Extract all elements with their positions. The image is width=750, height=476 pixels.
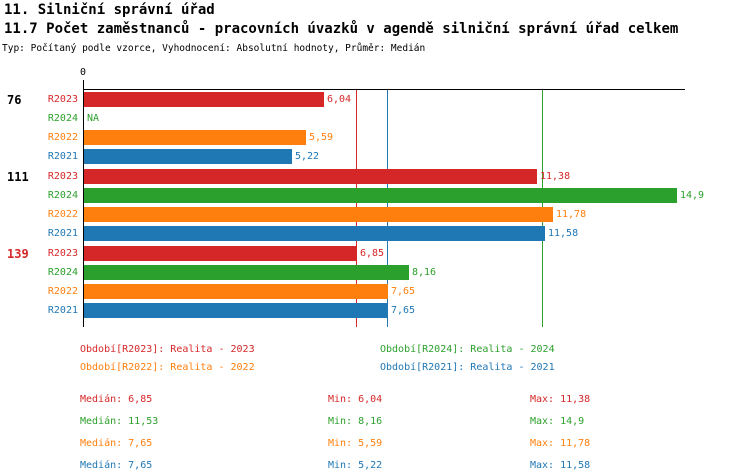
bar	[84, 284, 388, 299]
row-label: R2023	[47, 248, 78, 259]
bar-value-label: 6,04	[327, 94, 352, 105]
row-label: R2021	[47, 228, 78, 239]
group-label: 139	[7, 247, 29, 261]
legend-item-R2023: Období[R2023]: Realita - 2023	[80, 344, 255, 355]
bar-value-label: 5,59	[309, 132, 334, 143]
stat-max: Max: 11,58	[530, 460, 591, 471]
row-label: R2023	[47, 171, 78, 182]
stat-median: Medián: 6,85	[80, 394, 153, 405]
bar-value-label: 11,38	[540, 171, 571, 182]
bar-value-label: NA	[87, 113, 100, 124]
bar	[84, 130, 306, 145]
row-label: R2023	[47, 94, 78, 105]
bar	[84, 246, 357, 261]
stat-median: Medián: 7,65	[80, 460, 153, 471]
bar-value-label: 11,58	[548, 228, 579, 239]
row-label: R2022	[47, 132, 78, 143]
row-label: R2021	[47, 151, 78, 162]
bar-value-label: 8,16	[412, 267, 437, 278]
bar-value-label: 7,65	[391, 286, 416, 297]
plot-top-border	[83, 89, 685, 90]
group-label: 76	[7, 93, 22, 107]
bar	[84, 149, 292, 164]
page-title: 11. Silniční správní úřad	[4, 2, 215, 18]
bar-value-label: 14,9	[680, 190, 705, 201]
stat-min: Min: 5,59	[328, 438, 383, 449]
stat-min: Min: 8,16	[328, 416, 383, 427]
stat-max: Max: 11,38	[530, 394, 591, 405]
bar	[84, 303, 388, 318]
row-label: R2021	[47, 305, 78, 316]
indicator-meta: Typ: Počítaný podle vzorce, Vyhodnocení:…	[2, 43, 426, 54]
bar	[84, 169, 537, 184]
bar	[84, 207, 553, 222]
row-label: R2022	[47, 286, 78, 297]
axis-origin-label: 0	[79, 67, 87, 78]
stat-median: Medián: 11,53	[80, 416, 159, 427]
row-label: R2024	[47, 113, 78, 124]
stat-median: Medián: 7,65	[80, 438, 153, 449]
stat-min: Min: 6,04	[328, 394, 383, 405]
bar	[84, 188, 677, 203]
legend-item-R2022: Období[R2022]: Realita - 2022	[80, 362, 255, 373]
bar-value-label: 7,65	[391, 305, 416, 316]
bar-value-label: 11,78	[556, 209, 587, 220]
legend-item-R2021: Období[R2021]: Realita - 2021	[380, 362, 555, 373]
row-label: R2024	[47, 190, 78, 201]
stat-max: Max: 14,9	[530, 416, 585, 427]
stat-max: Max: 11,78	[530, 438, 591, 449]
indicator-title: 11.7 Počet zaměstnanců - pracovních úvaz…	[4, 21, 679, 37]
stats-table: Medián: 6,85 Min: 6,04 Max: 11,38 Medián: 1…	[80, 394, 590, 476]
stat-min: Min: 5,22	[328, 460, 383, 471]
legend: Období[R2023]: Realita - 2023 Období[R202…	[80, 344, 680, 380]
row-label: R2022	[47, 209, 78, 220]
bar-value-label: 6,85	[360, 248, 385, 259]
bar-value-label: 5,22	[295, 151, 320, 162]
row-label: R2024	[47, 267, 78, 278]
bar	[84, 92, 324, 107]
y-axis-line	[83, 80, 84, 327]
group-label: 111	[7, 170, 29, 184]
bar	[84, 265, 409, 280]
bar	[84, 226, 545, 241]
legend-item-R2024: Období[R2024]: Realita - 2024	[380, 344, 555, 355]
